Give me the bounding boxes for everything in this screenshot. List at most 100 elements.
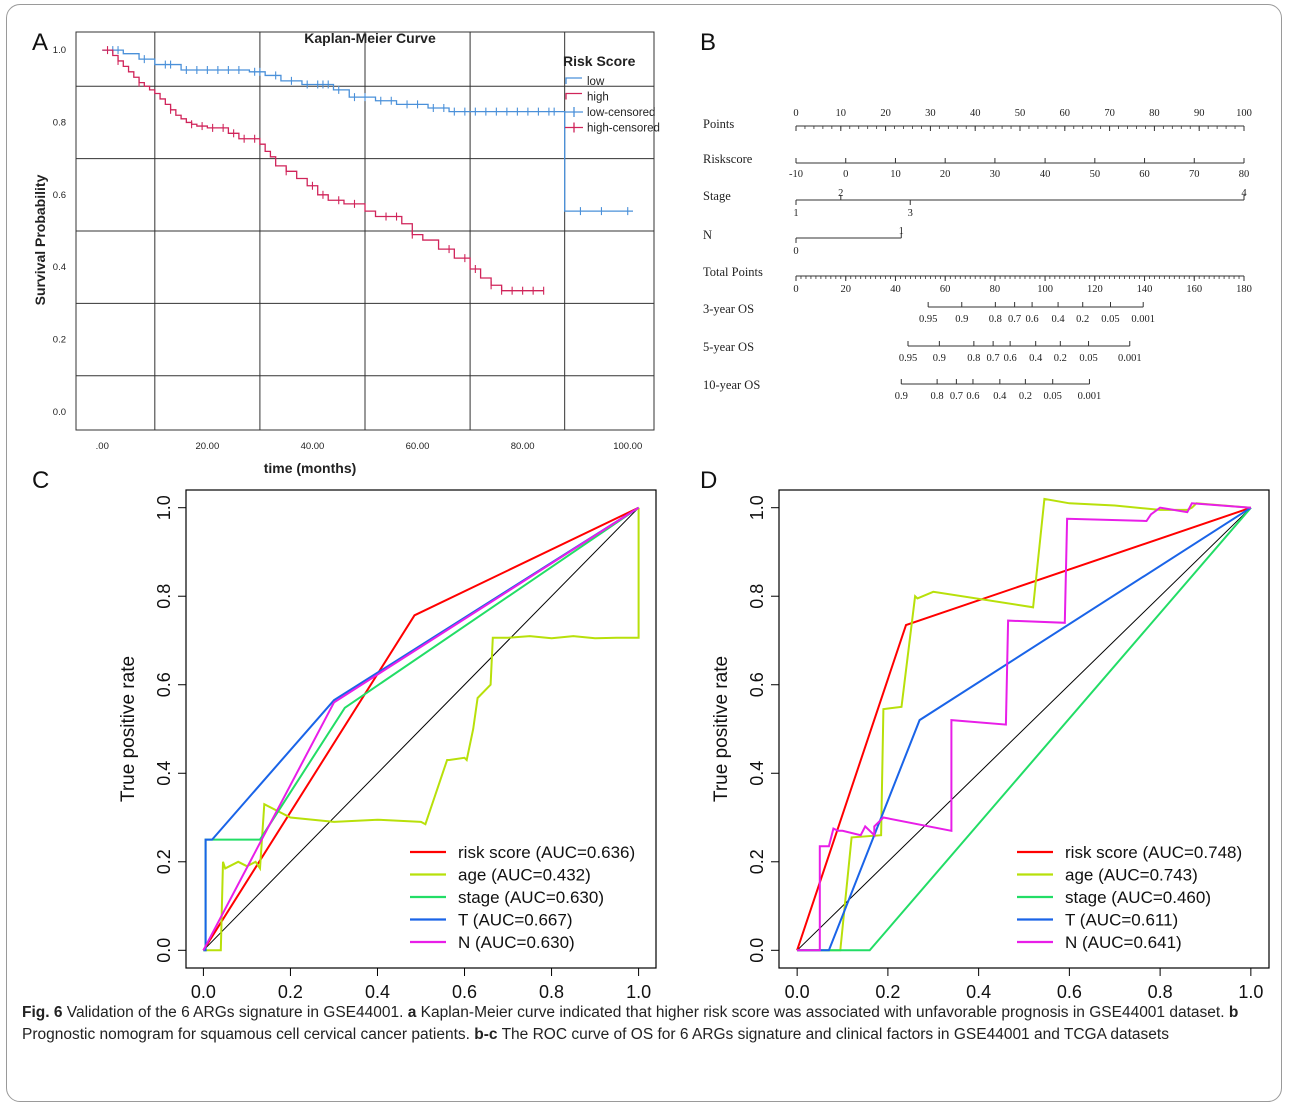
nomo-row-label: 10-year OS: [703, 378, 760, 392]
nomo-tick-label: 60: [940, 284, 951, 295]
nomo-tick-label: 40: [1040, 169, 1051, 180]
roc-legend-label: age (AUC=0.432): [458, 866, 591, 885]
nomo-tick-label: 60: [1060, 108, 1071, 119]
km-legend: Risk Score low high low-censored high-censo…: [563, 53, 660, 135]
roc-chart-d: 0.0 0.0 0.2 0.2 0.4 0.4 0.6 0.6 0.8 0.8 1.0 1.0 True…: [711, 489, 1270, 1000]
roc-diagonal-line: [796, 507, 1252, 951]
caption-a-text: Kaplan-Meier curve indicated that higher…: [416, 1004, 1229, 1021]
nomo-tick-label: 2: [838, 188, 843, 199]
nomo-tick-label: -10: [789, 169, 803, 180]
roc-y-tick-label: 0.6: [747, 672, 767, 697]
roc-x-tick-label: 0.6: [452, 982, 477, 1000]
roc-legend-label: risk score (AUC=0.748): [1065, 843, 1242, 862]
caption-a-label: a: [407, 1004, 417, 1021]
nomo-tick-label: 0.001: [1131, 314, 1155, 325]
roc-y-tick-label: 0.0: [154, 938, 174, 963]
roc-legend-label: N (AUC=0.641): [1065, 933, 1182, 952]
roc-curve-risk: [202, 506, 640, 951]
nomo-tick-label: 40: [890, 284, 901, 295]
caption-bc-label: b-c: [474, 1026, 498, 1043]
nomo-tick-label: 180: [1236, 284, 1252, 295]
km-curve-low: [102, 49, 633, 212]
nomo-tick-label: 70: [1189, 169, 1200, 180]
km-y-tick-label: 0.6: [53, 190, 66, 201]
panel-label-b: B: [700, 29, 716, 56]
nomo-tick-label: 0: [793, 246, 798, 257]
nomo-row-label: Points: [703, 117, 734, 131]
nomo-tick-label: 0.95: [899, 353, 917, 364]
nomo-row-label: 5-year OS: [703, 340, 754, 354]
km-y-tick-label: 1.0: [53, 45, 66, 56]
km-legend-swatch: [565, 77, 582, 84]
km-tick-labels: .00 20.00 40.00 60.00 80.00 100.00 0.0 0.2 0.4 0.…: [53, 45, 642, 452]
nomo-tick-label: 50: [1015, 108, 1026, 119]
roc-x-tick-label: 0.8: [1148, 982, 1173, 1000]
roc-y-tick-label: 0.8: [747, 584, 767, 609]
panel-label-c: C: [32, 467, 49, 494]
nomo-tick-label: 0.05: [1101, 314, 1119, 325]
nomo-tick-label: 0.4: [1052, 314, 1066, 325]
nomo-tick-label: 0.6: [1026, 314, 1039, 325]
roc-y-tick-label: 1.0: [747, 495, 767, 520]
nomo-tick-label: 0: [793, 284, 798, 295]
nomo-tick-label: 0.4: [1029, 353, 1043, 364]
nomo-tick-label: 20: [840, 284, 851, 295]
roc-x-tick-label: 0.0: [191, 982, 216, 1000]
nomo-row-label: N: [703, 228, 712, 242]
roc-y-tick-label: 0.6: [154, 672, 174, 697]
nomo-tick-label: 0.4: [993, 391, 1007, 402]
roc-curve-age: [203, 507, 640, 952]
nomo-tick-label: 1: [899, 226, 904, 237]
roc-y-tick-label: 0.2: [747, 849, 767, 874]
roc-y-axis-label: True positive rate: [118, 656, 139, 802]
nomo-tick-label: 0.9: [955, 314, 968, 325]
nomo-row-label: Riskscore: [703, 152, 753, 166]
roc-y-tick-label: 1.0: [154, 495, 174, 520]
km-legend-label: high-censored: [587, 123, 660, 135]
nomo-tick-label: 40: [970, 108, 981, 119]
km-x-tick-label: 40.00: [301, 441, 325, 452]
roc-y-axis-label: True positive rate: [711, 656, 732, 802]
nomo-tick-label: 0.2: [1076, 314, 1089, 325]
km-chart: .00 20.00 40.00 60.00 80.00 100.00 0.0 0.2 0.4 0.…: [32, 30, 660, 476]
km-x-tick-label: 100.00: [613, 441, 642, 452]
roc-y-tick-label: 0.8: [154, 584, 174, 609]
nomo-tick-label: 10: [890, 169, 901, 180]
km-y-label: Survival Probability: [32, 174, 48, 305]
roc-x-tick-label: 0.2: [278, 982, 303, 1000]
nomo-tick-label: 0.8: [967, 353, 980, 364]
km-legend-label: low: [587, 76, 605, 88]
km-legend-title: Risk Score: [563, 53, 636, 69]
nomo-tick-label: 0.05: [1079, 353, 1097, 364]
roc-legend-label: N (AUC=0.630): [458, 933, 575, 952]
km-x-tick-label: 60.00: [406, 441, 430, 452]
nomo-tick-label: 0.001: [1118, 353, 1142, 364]
km-y-tick-label: 0.0: [53, 407, 66, 418]
nomo-tick-label: 80: [990, 284, 1001, 295]
nomo-tick-label: 90: [1194, 108, 1205, 119]
panel-label-d: D: [700, 467, 717, 494]
roc-legend-label: age (AUC=0.743): [1065, 866, 1198, 885]
km-y-tick-label: 0.4: [53, 262, 66, 273]
nomo-tick-label: 30: [925, 108, 936, 119]
nomo-tick-label: 0: [843, 169, 848, 180]
nomo-tick-label: 1: [793, 208, 798, 219]
caption-b-text: Prognostic nomogram for squamous cell ce…: [22, 1026, 475, 1043]
roc-diagonal-line: [203, 507, 639, 951]
nomo-tick-label: 30: [990, 169, 1001, 180]
panel-label-a: A: [32, 29, 48, 56]
roc-x-tick-label: 0.2: [875, 982, 900, 1000]
caption-text-1: Validation of the 6 ARGs signature in GS…: [62, 1004, 408, 1021]
roc-x-tick-label: 1.0: [626, 982, 651, 1000]
nomo-tick-label: 80: [1149, 108, 1160, 119]
roc-legend-label: T (AUC=0.611): [1065, 911, 1178, 930]
km-x-label: time (months): [264, 460, 357, 476]
nomo-tick-label: 80: [1239, 169, 1250, 180]
nomo-tick-label: 0.7: [950, 391, 963, 402]
nomo-tick-label: 160: [1186, 284, 1202, 295]
nomo-tick-label: 0.7: [1008, 314, 1021, 325]
km-legend-label: low-censored: [587, 107, 655, 119]
roc-curve-T: [203, 506, 640, 952]
roc-chart-c: 0.0 0.0 0.2 0.2 0.4 0.4 0.6 0.6 0.8 0.8 1.0 1.0 True…: [118, 489, 657, 1000]
roc-legend-label: stage (AUC=0.630): [458, 888, 604, 907]
